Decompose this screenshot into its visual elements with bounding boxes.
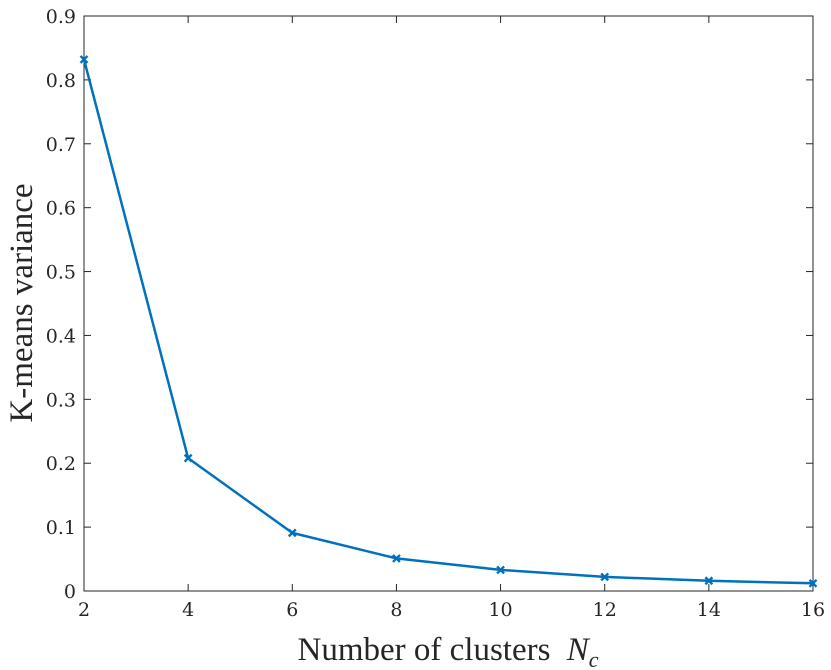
series-layer (79, 55, 818, 588)
x-axis-title: Number of clusters Nc (298, 632, 599, 670)
y-tick-label: 0.9 (46, 6, 76, 28)
data-point-marker (79, 55, 89, 64)
x-tick-label: 14 (697, 599, 721, 621)
x-tick-label: 4 (182, 599, 194, 621)
x-tick-label: 2 (78, 599, 90, 621)
plot-frame (83, 15, 814, 592)
y-tick-label: 0 (64, 581, 76, 603)
data-point-marker (287, 528, 297, 538)
y-tick-label: 0.1 (46, 517, 76, 539)
plot-area (83, 15, 814, 592)
data-point-marker (496, 565, 505, 575)
x-axis-title-text: Number of clusters (298, 632, 551, 668)
data-point-marker (704, 576, 714, 586)
x-tick-label: 12 (593, 599, 617, 621)
x-tick-label: 10 (488, 599, 512, 621)
y-tick-label: 0.8 (46, 70, 76, 92)
x-tick-label: 16 (801, 599, 825, 621)
y-tick-label: 0.3 (46, 389, 76, 411)
x-tick-label: 8 (390, 599, 402, 621)
y-tick-label: 0.2 (46, 453, 76, 475)
x-axis-title-subscript: c (589, 647, 599, 670)
data-point-marker (183, 453, 193, 463)
data-point-marker (392, 554, 401, 563)
y-tick-label: 0.4 (46, 325, 76, 347)
y-tick-label: 0.5 (46, 262, 76, 284)
y-tick-label: 0.7 (46, 134, 76, 156)
data-point-marker (600, 572, 610, 582)
y-axis-title: K-means variance (4, 183, 40, 422)
x-axis: 2 4 6 8 10 12 14 16 (78, 16, 825, 621)
series-line (82, 59, 814, 585)
y-axis: 0 0.1 0.2 0.3 0.4 0.5 0.6 0.7 0.8 0.9 (46, 6, 813, 603)
x-axis-title-symbol: N (566, 632, 591, 668)
data-point-marker (808, 578, 818, 588)
x-tick-label: 6 (286, 599, 298, 621)
y-tick-label: 0.6 (46, 198, 76, 220)
